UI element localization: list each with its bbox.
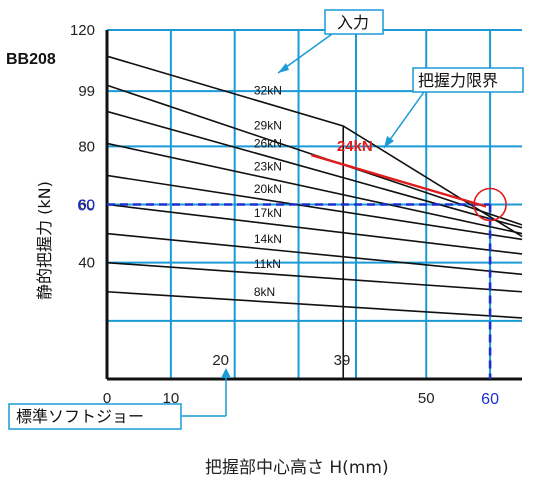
y-tick-80: 80 bbox=[78, 138, 95, 155]
example-circle bbox=[473, 187, 507, 222]
series-line-20kN bbox=[106, 174, 523, 241]
example-24kn-line bbox=[310, 153, 487, 208]
series-label-32kN: 32kN bbox=[254, 84, 282, 98]
example-y-value: 60 bbox=[77, 198, 95, 215]
y-tick-120: 120 bbox=[70, 22, 95, 39]
x-tick-0: 0 bbox=[103, 390, 111, 407]
example-x-value: 60 bbox=[481, 391, 499, 408]
limit-callout-label: 把握力限界 bbox=[418, 71, 498, 90]
series-line-17kN bbox=[106, 203, 523, 255]
series-line-26kN bbox=[106, 110, 523, 229]
series-labels: 32kN 29kN 26kN 23kN 20kN 17kN 14kN 11kN 8kN bbox=[254, 84, 282, 299]
soft-jaw-callout-label: 標準ソフトジョー bbox=[16, 407, 144, 426]
series-label-26kN: 26kN bbox=[254, 137, 282, 151]
y-tick-labels: 120 99 80 60 40 bbox=[70, 22, 95, 272]
series-label-14kN: 14kN bbox=[254, 232, 282, 246]
soft-jaw-callout: 標準ソフトジョー bbox=[8, 368, 231, 430]
x-tick-39: 39 bbox=[334, 352, 351, 369]
series-label-20kN: 20kN bbox=[254, 182, 282, 196]
y-tick-99: 99 bbox=[78, 83, 95, 100]
x-tick-20: 20 bbox=[212, 352, 229, 369]
series-line-23kN bbox=[106, 142, 523, 235]
series-label-23kN: 23kN bbox=[254, 159, 282, 173]
series-label-17kN: 17kN bbox=[254, 206, 282, 220]
example-24kn-label: 24kN bbox=[337, 138, 373, 155]
x-tick-50: 50 bbox=[418, 390, 435, 407]
input-callout-label: 入力 bbox=[337, 13, 369, 32]
y-tick-40: 40 bbox=[78, 255, 95, 272]
limit-callout: 把握力限界 bbox=[383, 67, 524, 149]
series-line-14kN bbox=[106, 232, 523, 276]
series-line-11kN bbox=[106, 261, 523, 293]
series-lines bbox=[106, 55, 523, 319]
series-line-8kN bbox=[106, 290, 523, 319]
x-axis-title: 把握部中心高さ H(mm) bbox=[205, 458, 389, 478]
series-label-29kN: 29kN bbox=[254, 119, 282, 133]
input-callout: 入力 bbox=[277, 9, 384, 74]
model-label: BB208 bbox=[6, 51, 56, 68]
example-annotation: 24kN 60 60 bbox=[77, 138, 507, 408]
y-axis-title: 静的把握力 (kN) bbox=[35, 181, 54, 300]
series-label-8kN: 8kN bbox=[254, 285, 275, 299]
x-tick-labels: 0 10 50 20 39 bbox=[103, 352, 435, 407]
x-tick-10: 10 bbox=[163, 390, 180, 407]
series-label-11kN: 11kN bbox=[254, 257, 281, 271]
y-tick-60: 60 bbox=[78, 197, 95, 214]
